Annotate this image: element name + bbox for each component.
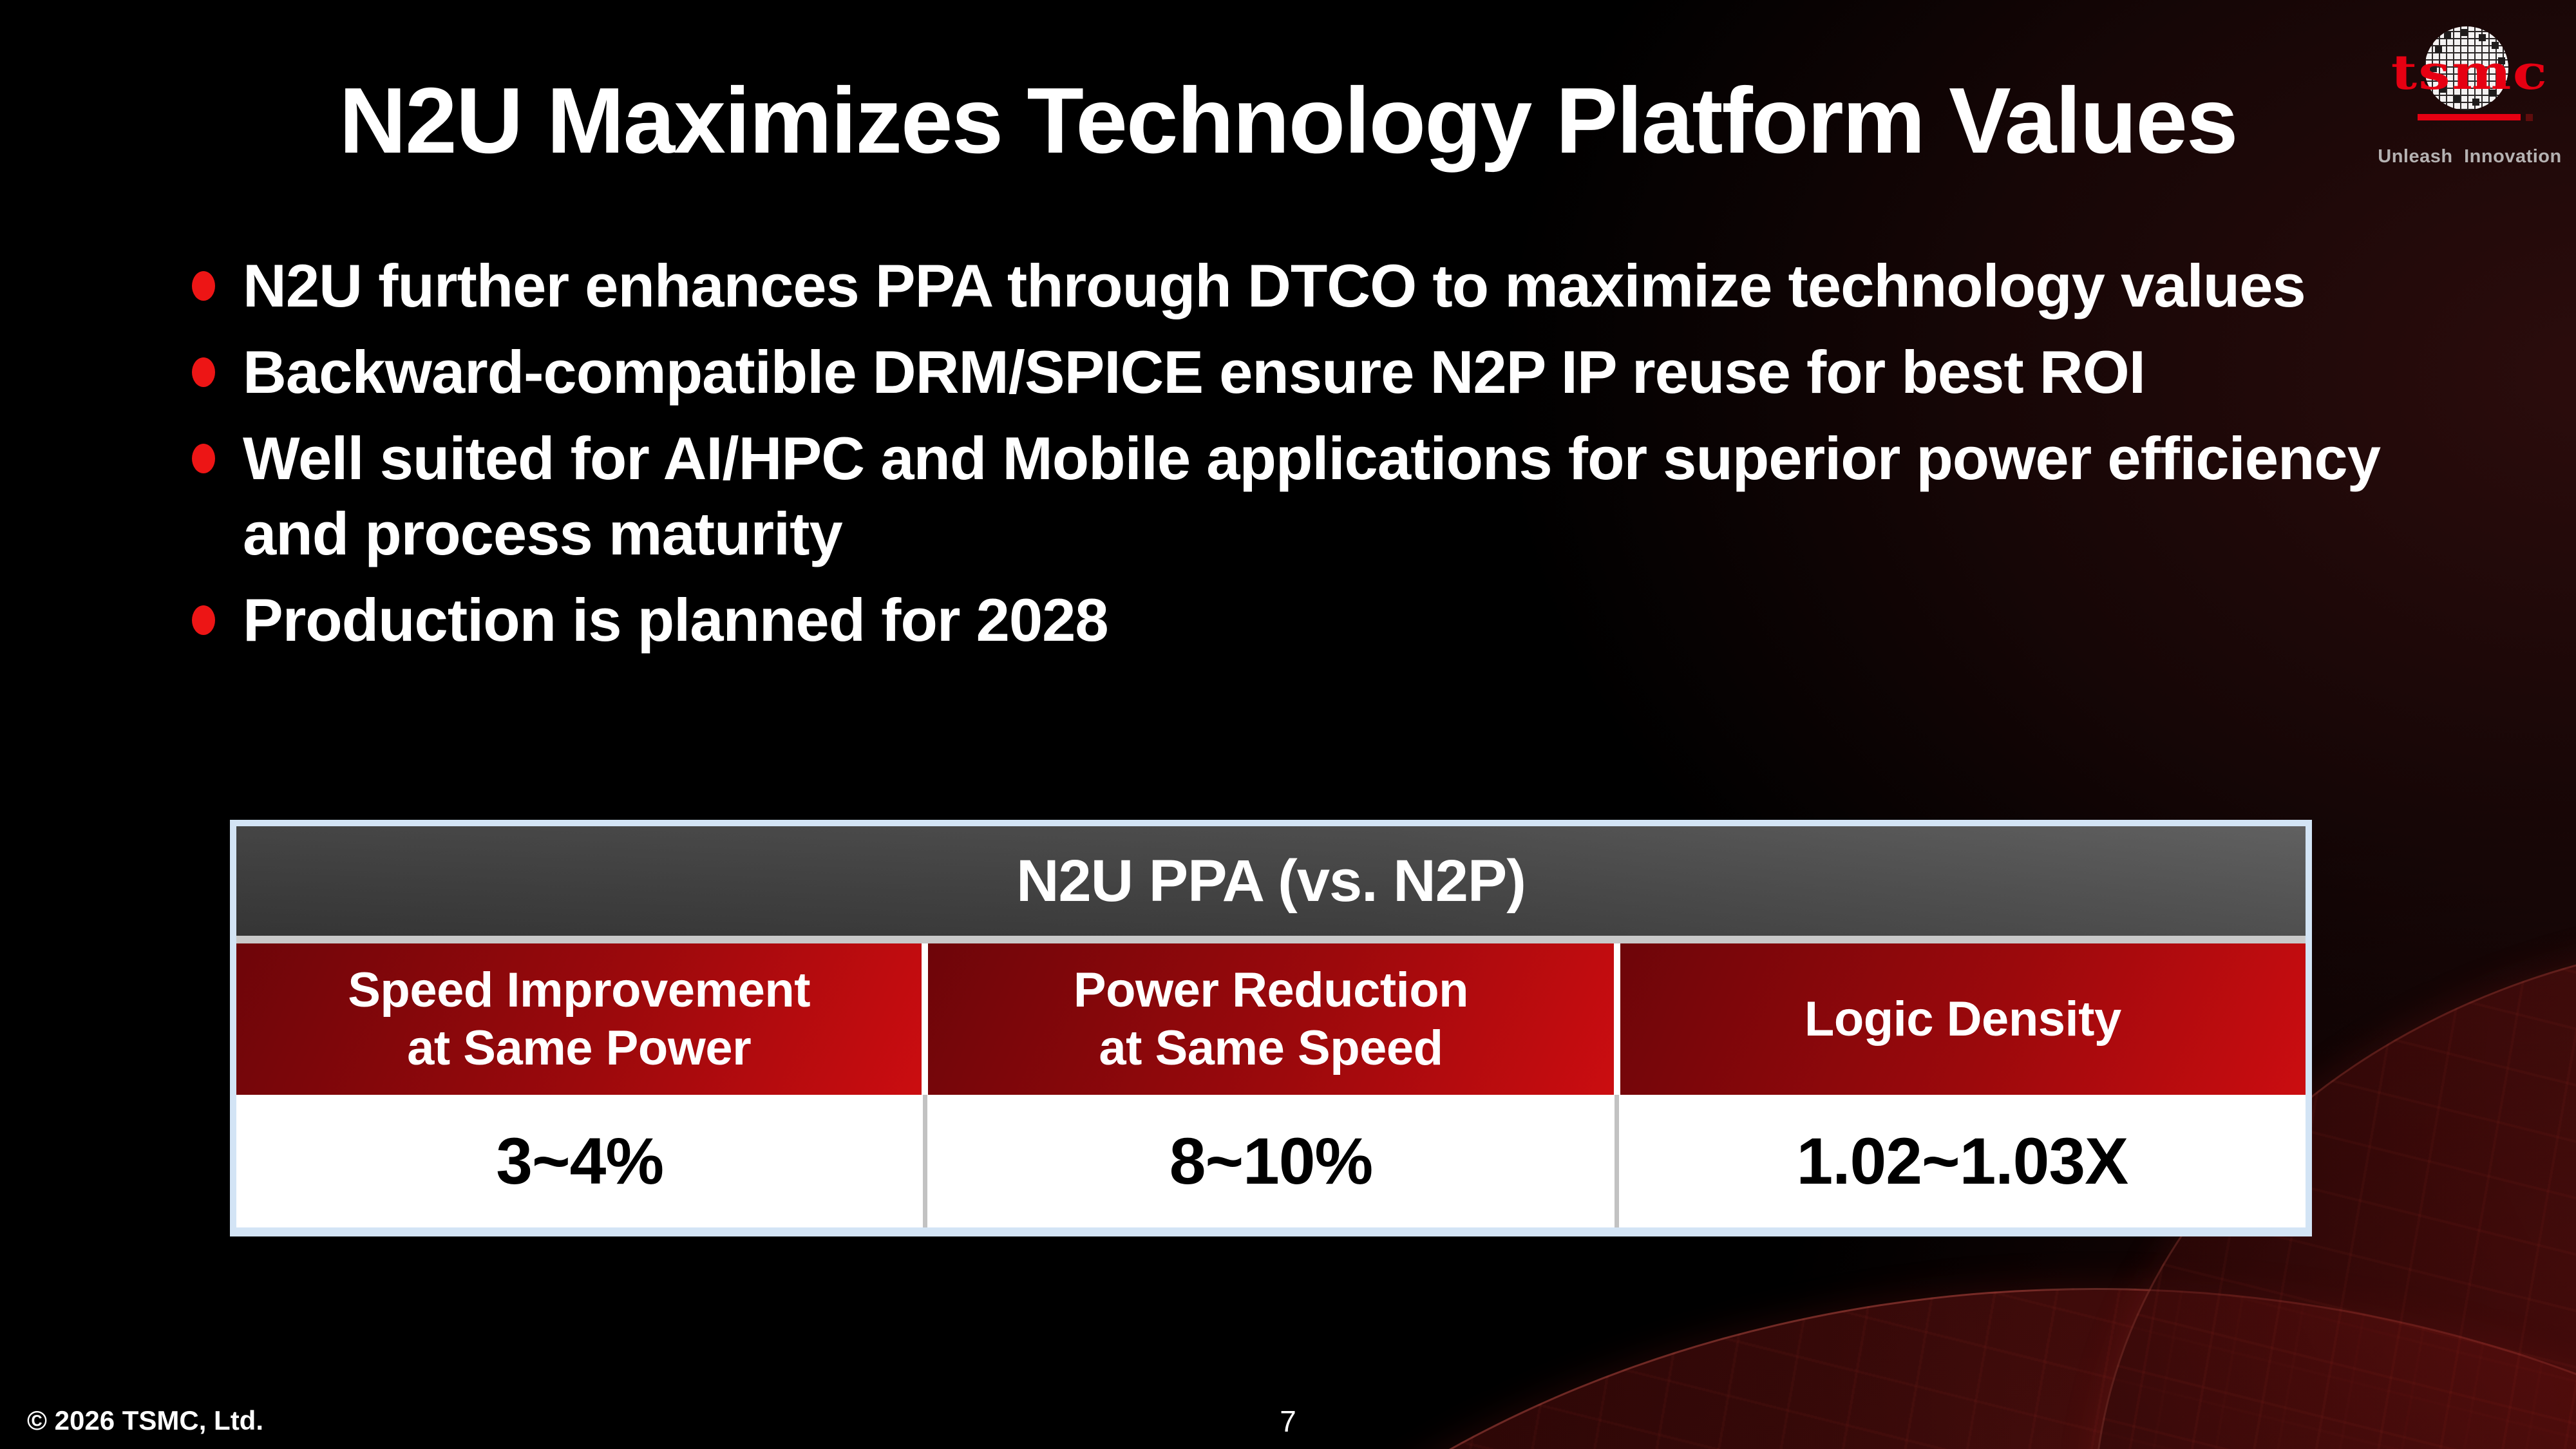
value-text: 3~4% — [496, 1124, 664, 1198]
bullet-text-line: Production is planned for 2028 — [243, 586, 1109, 654]
table-value-cell-density: 1.02~1.03X — [1614, 1095, 2306, 1227]
die-mark — [2453, 96, 2460, 103]
die-mark — [2435, 46, 2442, 53]
value-text: 1.02~1.03X — [1796, 1124, 2128, 1198]
table-value-row: 3~4% 8~10% 1.02~1.03X — [236, 1095, 2306, 1227]
die-mark — [2472, 99, 2479, 106]
bullet-dot — [192, 605, 215, 635]
tsmc-logo: tsmc Unleash Innovation — [2376, 16, 2563, 190]
die-mark — [2430, 65, 2437, 72]
bullet-text-line: Well suited for AI/HPC and Mobile applic… — [243, 424, 2381, 492]
table-title: N2U PPA (vs. N2P) — [1016, 848, 1526, 914]
table-header-cell-speed: Speed Improvement at Same Power — [236, 943, 922, 1095]
bullet-list: N2U further enhances PPA through DTCO to… — [184, 248, 2476, 668]
table-header-separator — [236, 936, 2306, 943]
bullet-text-line: Backward-compatible DRM/SPICE ensure N2P… — [243, 338, 2146, 406]
die-mark — [2498, 57, 2505, 64]
header-cell-text: at Same Speed — [1099, 1020, 1443, 1075]
bullet-dot — [192, 271, 215, 301]
page-number: 7 — [1280, 1405, 1296, 1438]
bullet-dot — [192, 444, 215, 473]
copyright-text: © 2026 TSMC, Ltd. — [27, 1405, 264, 1435]
die-mark — [2461, 29, 2468, 36]
logo-underline-dot — [2526, 114, 2533, 121]
ppa-table: N2U PPA (vs. N2P) Speed Improvement at Sa… — [230, 820, 2312, 1236]
slide-title: N2U Maximizes Technology Platform Values — [339, 68, 2238, 173]
value-text: 8~10% — [1169, 1124, 1373, 1198]
header-cell-text: Speed Improvement — [348, 962, 811, 1018]
bullet-item: Production is planned for 2028 — [184, 582, 2476, 658]
table-header-cell-density: Logic Density — [1620, 943, 2306, 1095]
table-header-row: Speed Improvement at Same Power Power Red… — [236, 943, 2306, 1095]
die-mark — [2489, 90, 2496, 97]
logo-underline — [2418, 114, 2521, 120]
logo-tagline: Unleash Innovation — [2378, 146, 2562, 167]
header-cell-text: Logic Density — [1804, 991, 2121, 1046]
wafer-icon — [2425, 26, 2508, 110]
bullet-item: Well suited for AI/HPC and Mobile applic… — [184, 421, 2476, 571]
table-value-cell-speed: 3~4% — [236, 1095, 923, 1227]
die-mark — [2498, 74, 2505, 81]
die-mark — [2444, 32, 2451, 39]
tsmc-wordmark: tsmc — [2391, 45, 2549, 100]
header-cell-text: Power Reduction — [1073, 962, 1469, 1018]
bullet-dot — [192, 357, 215, 387]
table-title-row: N2U PPA (vs. N2P) — [236, 826, 2306, 936]
die-mark — [2479, 34, 2486, 41]
bullet-item: N2U further enhances PPA through DTCO to… — [184, 248, 2476, 323]
ppa-table-body: N2U PPA (vs. N2P) Speed Improvement at Sa… — [236, 826, 2306, 1227]
die-mark — [2439, 86, 2446, 93]
die-mark — [2492, 42, 2499, 49]
header-cell-text: at Same Power — [407, 1020, 752, 1075]
table-header-cell-power: Power Reduction at Same Speed — [928, 943, 1614, 1095]
bullet-item: Backward-compatible DRM/SPICE ensure N2P… — [184, 334, 2476, 410]
table-value-cell-power: 8~10% — [923, 1095, 1614, 1227]
bullet-text-line: N2U further enhances PPA through DTCO to… — [243, 252, 2306, 319]
bullet-text-line: and process maturity — [243, 500, 843, 567]
